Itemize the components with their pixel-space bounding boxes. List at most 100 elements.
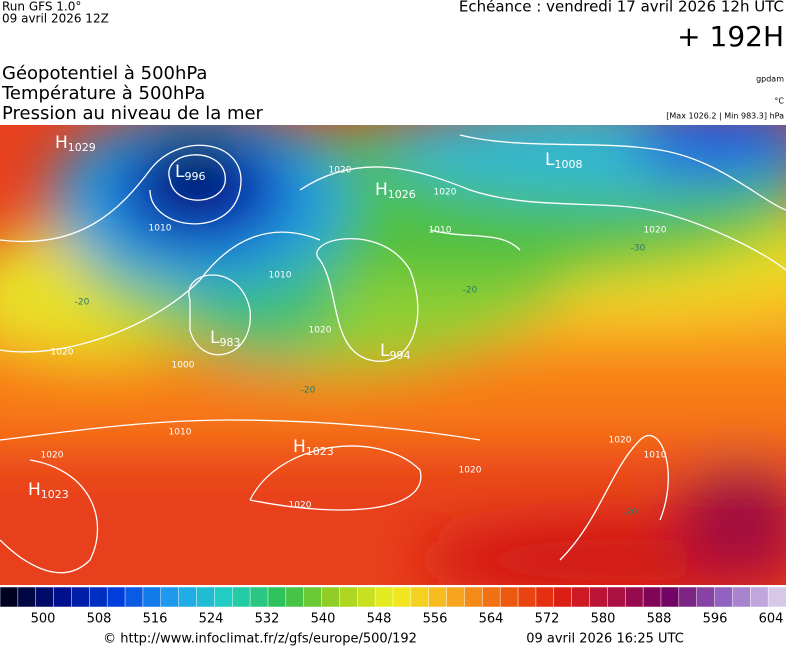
isobar-label: 1020 <box>309 326 332 336</box>
center-value: 1026 <box>388 188 416 201</box>
unit-label: gpdam <box>756 75 784 84</box>
center-letter: L <box>545 150 555 170</box>
colorbar-label: 516 <box>143 612 168 627</box>
colorbar-label: 548 <box>367 612 392 627</box>
colorbar-swatch <box>607 586 626 608</box>
center-value: 996 <box>184 170 205 183</box>
colorbar-swatch <box>53 586 73 608</box>
pressure-center: H1023 <box>28 480 69 501</box>
colorbar-swatch <box>303 586 323 608</box>
isobar-label: 1020 <box>459 466 482 476</box>
colorbar-swatch <box>750 586 769 608</box>
colorbar-swatch <box>374 586 394 608</box>
run-label: Run GFS 1.0° <box>2 0 81 14</box>
isobar-label: 1010 <box>429 226 452 236</box>
colorbar-swatch <box>392 586 412 608</box>
init-label: 09 avril 2026 12Z <box>2 12 109 26</box>
temperature-label: -20 <box>301 386 316 396</box>
colorbar-swatch <box>660 586 680 608</box>
isobar-label: 1020 <box>289 501 312 511</box>
center-value: 1029 <box>68 141 96 154</box>
isobar-label: 1010 <box>644 451 667 461</box>
pressure-center: H1029 <box>55 133 96 154</box>
pressure-center: L994 <box>380 341 410 362</box>
temperature-label: -20 <box>75 298 90 308</box>
colorbar-label: 572 <box>535 612 560 627</box>
colorbar-swatch <box>142 586 162 608</box>
colorbar-label: 564 <box>479 612 504 627</box>
isobar-label: 1010 <box>149 224 172 234</box>
colorbar-swatch <box>767 586 786 608</box>
field-title: Température à 500hPa <box>1 83 205 104</box>
colorbar-swatch <box>196 586 216 608</box>
render-date: 09 avril 2026 16:25 UTC <box>526 632 684 647</box>
colorbar-swatch <box>428 586 448 608</box>
colorbar-label: 524 <box>199 612 224 627</box>
colorbar-swatch <box>178 586 198 608</box>
pressure-center: H1023 <box>293 437 334 458</box>
colorbar-swatch <box>553 586 573 608</box>
pressure-center: L996 <box>175 162 205 183</box>
center-letter: H <box>375 180 388 200</box>
colorbar-label: 604 <box>759 612 784 627</box>
colorbar-swatch <box>642 586 662 608</box>
colorbar-swatch <box>321 586 341 608</box>
colorbar-swatch <box>231 586 251 608</box>
colorbar-label: 500 <box>31 612 56 627</box>
colorbar-swatch <box>464 586 484 608</box>
center-letter: L <box>210 328 220 348</box>
colorbar-swatch <box>517 586 537 608</box>
pressure-center: H1026 <box>375 180 416 201</box>
colorbar-swatch <box>285 586 305 608</box>
center-value: 1023 <box>306 445 334 458</box>
lead-time: + 192H <box>677 20 784 53</box>
isobar-label: 1000 <box>172 361 195 371</box>
isobar-label: 1020 <box>644 226 667 236</box>
colorbar-swatch <box>482 586 501 608</box>
colorbar-label: 580 <box>591 612 616 627</box>
colorbar-swatch <box>446 586 466 608</box>
isobar-label: 1020 <box>609 436 632 446</box>
pressure-center: L1008 <box>545 150 582 171</box>
center-value: 994 <box>389 349 410 362</box>
colorbar-swatch <box>267 586 287 608</box>
isobar-label: 1020 <box>329 166 352 176</box>
colorbar-swatch <box>410 586 430 608</box>
center-letter: H <box>293 437 306 457</box>
echeance: Echéance : vendredi 17 avril 2026 12h UT… <box>459 0 784 16</box>
colorbar-swatch <box>589 586 609 608</box>
unit-label: [Max 1026.2 | Min 983.3] hPa <box>666 112 784 121</box>
colorbar-label: 508 <box>87 612 112 627</box>
colorbar-label: 556 <box>423 612 448 627</box>
center-letter: H <box>28 480 41 500</box>
colorbar-swatch <box>214 586 233 608</box>
colorbar-swatch <box>714 586 734 608</box>
colorbar-swatch <box>89 586 108 608</box>
colorbar-swatch <box>732 586 752 608</box>
colorbar-swatch <box>35 586 55 608</box>
isobar-label: 1020 <box>41 451 64 461</box>
field-title: Géopotentiel à 500hPa <box>2 63 207 84</box>
pressure-center: L983 <box>210 328 240 349</box>
colorbar-swatch <box>678 586 698 608</box>
isobar-label: 1020 <box>434 188 457 198</box>
colorbar-swatch <box>696 586 716 608</box>
temperature-label: -30 <box>631 244 646 254</box>
center-value: 1023 <box>41 488 69 501</box>
center-value: 983 <box>219 336 240 349</box>
unit-label: °C <box>774 97 784 106</box>
colorbar: 500 508 516 524 532 540 548 556 564 572 580 588 596 6… <box>0 586 786 627</box>
colorbar-label: 596 <box>703 612 728 627</box>
isobar-label: 1010 <box>269 271 292 281</box>
center-value: 1008 <box>554 158 582 171</box>
colorbar-label: 540 <box>311 612 336 627</box>
colorbar-swatch <box>71 586 91 608</box>
colorbar-label: 532 <box>255 612 280 627</box>
center-letter: L <box>380 341 390 361</box>
colorbar-swatch <box>249 586 269 608</box>
center-letter: L <box>175 162 185 182</box>
isobar-label: 1020 <box>51 348 74 358</box>
colorbar-swatch <box>124 586 144 608</box>
colorbar-swatch <box>17 586 37 608</box>
